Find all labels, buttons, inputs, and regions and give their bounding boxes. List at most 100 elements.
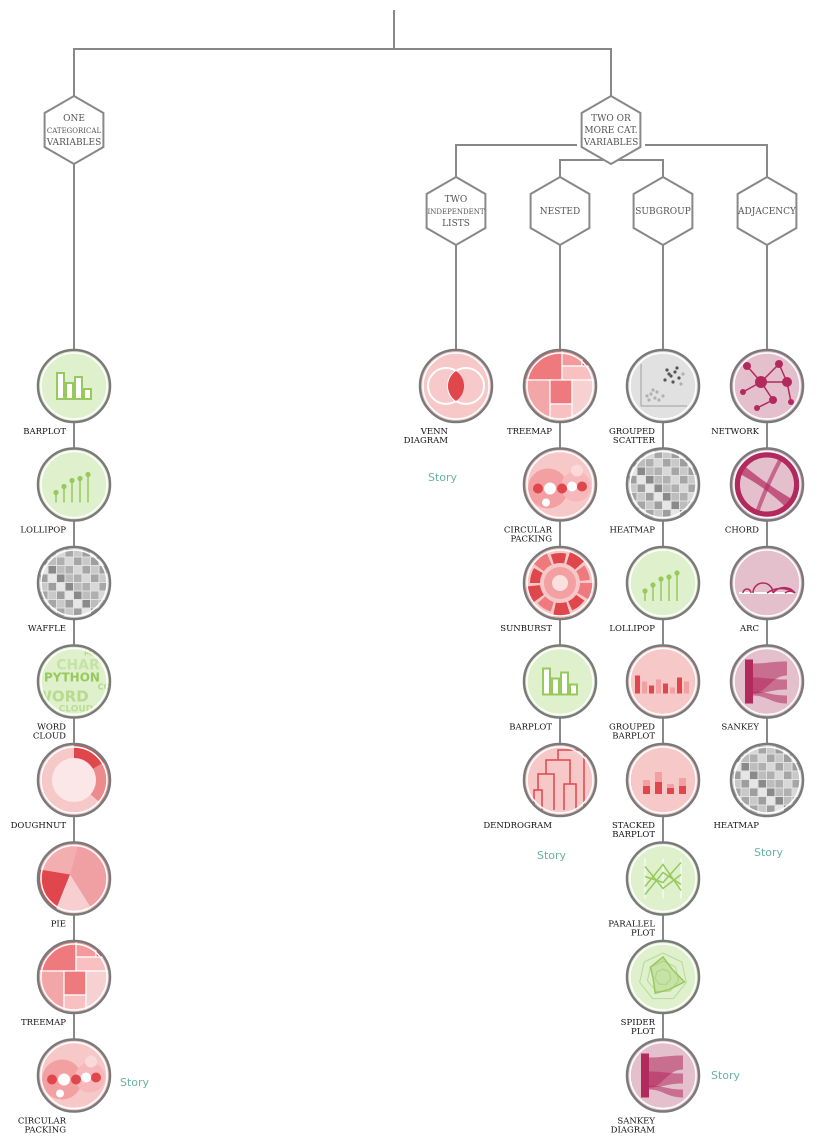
venn-icon (427, 367, 485, 405)
chart-node-one-pie[interactable] (33, 838, 114, 919)
category-independent-hexagon: TWO INDEPENDENT LISTS (425, 175, 487, 247)
chart-node-one-waffle[interactable] (36, 545, 112, 621)
chart-label: CIRCULAR (504, 526, 553, 536)
story-link-adjacency[interactable]: Story (754, 846, 784, 859)
chart-node-adjacency-network[interactable] (729, 348, 805, 424)
category-two_more-hexagon: TWO OR MORE CAT. VARIABLES (580, 94, 642, 166)
chart-node-nested-dendrogram[interactable] (522, 742, 598, 818)
barplot-icon (542, 667, 578, 696)
packing-icon (42, 1055, 105, 1100)
chart-node-nested-sunburst[interactable] (522, 545, 598, 621)
chart-label: CLOUD (33, 732, 66, 742)
chord-icon (734, 451, 800, 518)
category-nested-label: NESTED (540, 207, 580, 217)
category-nested-hexagon: NESTED (529, 175, 591, 247)
story-link-nested[interactable]: Story (537, 849, 567, 862)
chart-label: HEATMAP (713, 821, 759, 831)
category-independent-label: INDEPENDENT (427, 208, 484, 216)
chart-node-subgroup-stacked-barplot[interactable] (625, 742, 701, 818)
category-two_more-label: VARIABLES (583, 138, 639, 148)
chart-node-nested-treemap[interactable] (522, 348, 598, 424)
chart-node-subgroup-grouped-barplot[interactable] (625, 644, 701, 719)
chart-node-adjacency-heatmap[interactable] (729, 742, 805, 818)
chart-label: TREEMAP (507, 427, 552, 437)
chart-node-subgroup-lollipop[interactable] (625, 545, 701, 621)
branch-independent-line (455, 144, 577, 177)
chart-node-subgroup-parallel-plot[interactable] (625, 841, 701, 916)
sankey-icon (641, 1053, 683, 1098)
wordcloud-word: WORD (35, 688, 88, 706)
chart-node-subgroup-spider-plot[interactable] (625, 939, 701, 1015)
chart-label: WAFFLE (28, 624, 66, 634)
category-one-label: VARIABLES (46, 138, 102, 148)
category-two_more-label: TWO OR (591, 114, 631, 124)
chart-node-subgroup-heatmap[interactable] (625, 447, 701, 522)
chart-label: PACKING (510, 535, 552, 545)
chart-label: SANKEY (617, 1117, 655, 1127)
branch-adjacency-line (645, 144, 768, 177)
chart-node-subgroup-sankey-diagram[interactable] (625, 1038, 701, 1113)
dendrogram-icon (533, 749, 585, 810)
story-link-one[interactable]: Story (120, 1076, 150, 1089)
chart-label: TREEMAP (21, 1018, 66, 1028)
scatter-icon (640, 364, 687, 407)
barplot-icon (56, 372, 92, 400)
chart-label: BARPLOT (612, 732, 655, 742)
arc-icon (739, 582, 796, 594)
chart-label: DENDROGRAM (483, 821, 552, 831)
chart-label: PACKING (24, 1126, 66, 1136)
chart-node-one-circular-packing[interactable] (36, 1038, 112, 1113)
chart-node-independent-venn-diagram[interactable] (418, 348, 494, 424)
story-link-subgroup[interactable]: Story (711, 1069, 741, 1082)
wordcloud-word: CO (98, 683, 111, 692)
category-adjacency-hexagon: ADJACENCY (736, 175, 798, 247)
chart-node-one-barplot[interactable] (36, 348, 112, 424)
chart-node-nested-circular-packing[interactable] (522, 447, 598, 522)
wordcloud-word: CHAR (56, 658, 100, 674)
lollipop-icon (642, 570, 680, 601)
chart-label: DOUGHNUT (11, 821, 67, 831)
chart-label: WORD (37, 723, 66, 733)
chart-label: SPIDER (621, 1018, 656, 1028)
category-one-hexagon: ONE CATEGORICAL VARIABLES (43, 94, 105, 166)
chart-node-adjacency-arc[interactable] (729, 545, 805, 621)
chart-label: PLOT (631, 1027, 655, 1037)
chart-label: BARPLOT (612, 830, 655, 840)
chart-node-one-treemap[interactable] (36, 939, 112, 1015)
chart-node-one-lollipop[interactable] (36, 447, 112, 522)
chart-label: BARPLOT (23, 427, 66, 437)
chart-label: VENN (420, 427, 449, 437)
chart-node-subgroup-grouped-scatter[interactable] (625, 348, 701, 424)
category-one-label: ONE (63, 114, 85, 124)
lollipop-icon (53, 471, 91, 503)
chart-node-adjacency-chord[interactable] (729, 447, 805, 522)
root-branch-line (73, 48, 612, 96)
stackedbar-icon (643, 772, 686, 794)
sankey-icon (745, 659, 787, 704)
chart-node-adjacency-sankey[interactable] (729, 644, 805, 719)
chart-node-nested-barplot[interactable] (522, 644, 598, 719)
category-adjacency-label: ADJACENCY (737, 207, 797, 217)
category-independent-label: LISTS (442, 219, 470, 229)
category-independent-label: TWO (445, 195, 468, 205)
category-subgroup-hexagon: SUBGROUP (632, 175, 694, 247)
category-two_more-label: MORE CAT. (584, 126, 637, 136)
story-link-independent[interactable]: Story (428, 471, 458, 484)
chart-label: HEATMAP (609, 526, 655, 536)
pie-icon (39, 843, 109, 914)
chart-label: PLOT (631, 929, 655, 939)
chart-label: SCATTER (613, 436, 656, 446)
chart-label: ARC (739, 624, 759, 634)
chart-label: STACKED (612, 821, 655, 831)
chart-label: DIAGRAM (404, 436, 449, 446)
chart-label: BARPLOT (509, 723, 552, 733)
heatmap-icon (733, 746, 800, 813)
chart-label: DIAGRAM (611, 1126, 656, 1136)
chart-node-one-doughnut[interactable] (36, 740, 113, 818)
category-one-label: CATEGORICAL (47, 127, 102, 135)
chart-label: CIRCULAR (18, 1117, 67, 1127)
chart-label: CHORD (725, 526, 759, 536)
